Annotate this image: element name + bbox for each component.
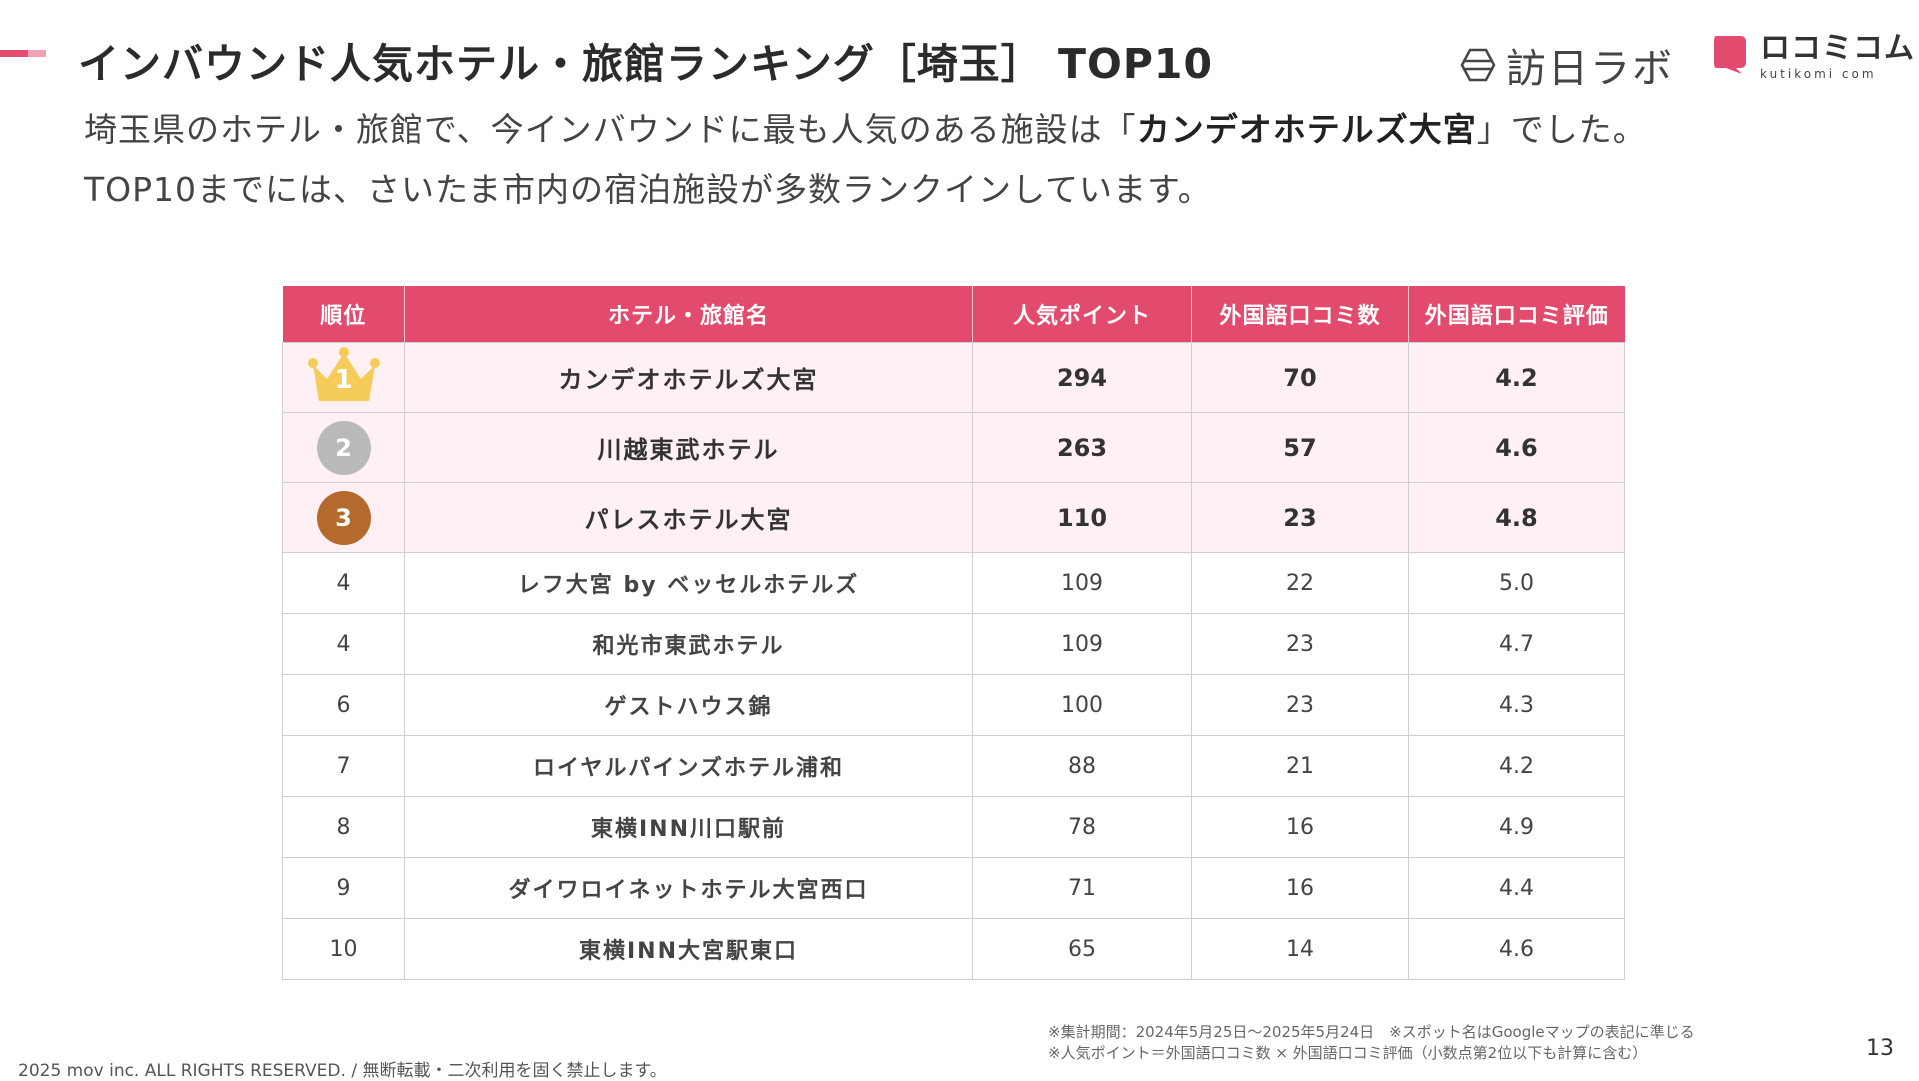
kutikomi-logo-en: kutikomi com bbox=[1760, 67, 1877, 81]
review-rating-value: 4.6 bbox=[1408, 918, 1625, 980]
summary-line-1: 埼玉県のホテル・旅館で、今インバウンドに最も人気のある施設は「カンデオホテルズ大… bbox=[84, 100, 1884, 160]
points-value: 71 bbox=[972, 857, 1192, 919]
ranking-table: 順位 ホテル・旅館名 人気ポイント 外国語口コミ数 外国語口コミ評価 bbox=[282, 286, 1625, 980]
hotel-name: ロイヤルパインズホテル浦和 bbox=[404, 735, 973, 797]
summary-line-1-post: 」でした。 bbox=[1476, 110, 1647, 149]
header-hotel-name: ホテル・旅館名 bbox=[404, 286, 973, 343]
table-row: 10 東横INN大宮駅東口 65 14 4.6 bbox=[282, 918, 1625, 980]
review-rating-value: 4.9 bbox=[1408, 796, 1625, 858]
hotel-name: 東横INN大宮駅東口 bbox=[404, 918, 973, 980]
hotel-name: ゲストハウス錦 bbox=[404, 674, 973, 736]
hotel-name: パレスホテル大宮 bbox=[404, 482, 973, 553]
hexagon-logo-icon bbox=[1460, 48, 1496, 82]
review-count-value: 23 bbox=[1191, 482, 1409, 553]
points-value: 263 bbox=[972, 412, 1192, 483]
review-count-value: 21 bbox=[1191, 735, 1409, 797]
table-row: 3 パレスホテル大宮 110 23 4.8 bbox=[282, 482, 1625, 553]
points-value: 109 bbox=[972, 613, 1192, 675]
review-rating-value: 4.6 bbox=[1408, 412, 1625, 483]
review-rating-value: 4.7 bbox=[1408, 613, 1625, 675]
review-count-value: 57 bbox=[1191, 412, 1409, 483]
header-rank: 順位 bbox=[282, 286, 405, 343]
points-value: 110 bbox=[972, 482, 1192, 553]
table-row: 4 レフ大宮 by ベッセルホテルズ 109 22 5.0 bbox=[282, 552, 1625, 614]
summary-line-1-pre: 埼玉県のホテル・旅館で、今インバウンドに最も人気のある施設は「 bbox=[84, 110, 1137, 149]
header-review-count: 外国語口コミ数 bbox=[1191, 286, 1409, 343]
footnotes: ※集計期間：2024年5月25日〜2025年5月24日 ※スポット名はGoogl… bbox=[1048, 1022, 1695, 1064]
rank-number: 1 bbox=[334, 364, 353, 395]
table-row: 4 和光市東武ホテル 109 23 4.7 bbox=[282, 613, 1625, 675]
rank-cell: 6 bbox=[282, 674, 405, 736]
hotel-name: 和光市東武ホテル bbox=[404, 613, 973, 675]
rank-cell: 3 bbox=[282, 482, 405, 553]
rank-cell: 8 bbox=[282, 796, 405, 858]
review-rating-value: 4.2 bbox=[1408, 735, 1625, 797]
header-points: 人気ポイント bbox=[972, 286, 1192, 343]
summary-text: 埼玉県のホテル・旅館で、今インバウンドに最も人気のある施設は「カンデオホテルズ大… bbox=[84, 100, 1884, 220]
points-value: 294 bbox=[972, 342, 1192, 413]
review-count-value: 23 bbox=[1191, 674, 1409, 736]
review-count-value: 16 bbox=[1191, 796, 1409, 858]
table-row: 8 東横INN川口駅前 78 16 4.9 bbox=[282, 796, 1625, 858]
page-title: インバウンド人気ホテル・旅館ランキング［埼玉］ TOP10 bbox=[78, 40, 1213, 88]
rank-cell: 2 bbox=[282, 412, 405, 483]
bronze-medal-icon: 3 bbox=[316, 490, 371, 545]
rank-cell: 10 bbox=[282, 918, 405, 980]
rank-cell: 9 bbox=[282, 857, 405, 919]
hotel-name: カンデオホテルズ大宮 bbox=[404, 342, 973, 413]
rank-cell: 1 bbox=[282, 342, 405, 413]
accent-bar-light bbox=[28, 50, 46, 57]
points-value: 109 bbox=[972, 552, 1192, 614]
table-header-row: 順位 ホテル・旅館名 人気ポイント 外国語口コミ数 外国語口コミ評価 bbox=[282, 286, 1625, 343]
points-value: 65 bbox=[972, 918, 1192, 980]
rank-cell: 4 bbox=[282, 552, 405, 614]
footnote-points-formula: ※人気ポイント＝外国語口コミ数 × 外国語口コミ評価（小数点第2位以下も計算に含… bbox=[1048, 1044, 1648, 1062]
kutikomi-logo-jp: ロコミコム bbox=[1760, 31, 1915, 66]
houbi-lab-logo: 訪日ラボ bbox=[1460, 36, 1674, 94]
copyright: 2025 mov inc. ALL RIGHTS RESERVED. / 無断転… bbox=[18, 1061, 667, 1081]
points-value: 100 bbox=[972, 674, 1192, 736]
table-row: 2 川越東武ホテル 263 57 4.6 bbox=[282, 412, 1625, 483]
silver-medal-icon: 2 bbox=[316, 420, 371, 475]
hotel-name: 東横INN川口駅前 bbox=[404, 796, 973, 858]
footnote-period: ※集計期間：2024年5月25日〜2025年5月24日 ※スポット名はGoogl… bbox=[1048, 1023, 1695, 1041]
crown-icon: 1 bbox=[305, 345, 383, 405]
rank-cell: 4 bbox=[282, 613, 405, 675]
hotel-name: レフ大宮 by ベッセルホテルズ bbox=[404, 552, 973, 614]
kutikomi-com-logo: ロコミコム kutikomi com bbox=[1712, 34, 1915, 80]
review-count-value: 14 bbox=[1191, 918, 1409, 980]
table-row: 7 ロイヤルパインズホテル浦和 88 21 4.2 bbox=[282, 735, 1625, 797]
review-rating-value: 4.2 bbox=[1408, 342, 1625, 413]
hotel-name: 川越東武ホテル bbox=[404, 412, 973, 483]
page-number: 13 bbox=[1866, 1036, 1894, 1061]
accent-bar bbox=[0, 50, 28, 57]
table-row: 1 カンデオホテルズ大宮 294 70 4.2 bbox=[282, 342, 1625, 413]
table-row: 9 ダイワロイネットホテル大宮西口 71 16 4.4 bbox=[282, 857, 1625, 919]
houbi-lab-logo-text: 訪日ラボ bbox=[1506, 46, 1674, 92]
points-value: 88 bbox=[972, 735, 1192, 797]
header-review-rating: 外国語口コミ評価 bbox=[1408, 286, 1625, 343]
table-row: 6 ゲストハウス錦 100 23 4.3 bbox=[282, 674, 1625, 736]
review-count-value: 23 bbox=[1191, 613, 1409, 675]
review-count-value: 22 bbox=[1191, 552, 1409, 614]
review-count-value: 16 bbox=[1191, 857, 1409, 919]
review-rating-value: 4.8 bbox=[1408, 482, 1625, 553]
review-count-value: 70 bbox=[1191, 342, 1409, 413]
review-rating-value: 4.3 bbox=[1408, 674, 1625, 736]
review-rating-value: 5.0 bbox=[1408, 552, 1625, 614]
review-rating-value: 4.4 bbox=[1408, 857, 1625, 919]
rank-cell: 7 bbox=[282, 735, 405, 797]
summary-line-2: TOP10までには、さいたま市内の宿泊施設が多数ランクインしています。 bbox=[84, 170, 1212, 209]
speech-bubble-logo-icon bbox=[1714, 36, 1746, 74]
summary-highlight-hotel: カンデオホテルズ大宮 bbox=[1136, 110, 1477, 149]
hotel-name: ダイワロイネットホテル大宮西口 bbox=[404, 857, 973, 919]
points-value: 78 bbox=[972, 796, 1192, 858]
